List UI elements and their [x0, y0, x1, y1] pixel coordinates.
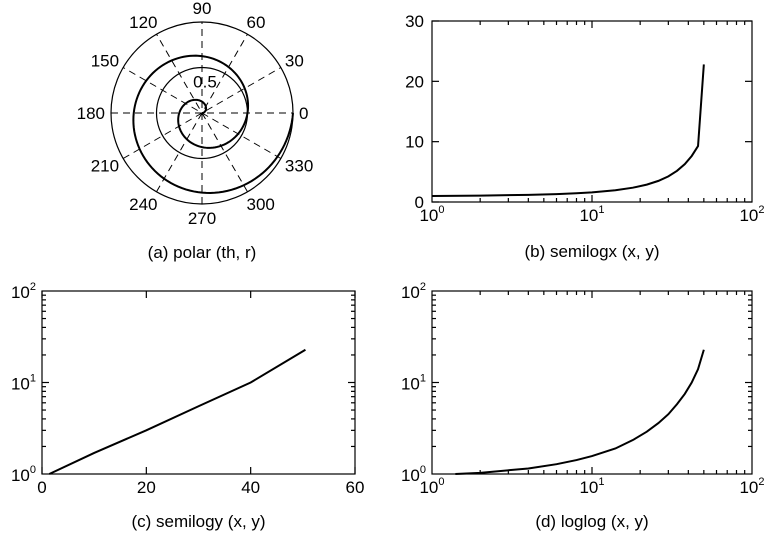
- angle-label: 60: [247, 13, 266, 32]
- x-tick-label-exponent: 1: [598, 476, 604, 488]
- x-tick-label-exponent: 0: [438, 204, 444, 216]
- caption-a: (a) polar (th, r): [148, 243, 257, 262]
- caption: (b) semilogx (x, y): [524, 242, 659, 261]
- angle-label: 120: [129, 13, 157, 32]
- y-tick-label: 102: [401, 281, 426, 302]
- x-tick-label: 0: [37, 478, 46, 497]
- x-tick-label: 100: [419, 476, 444, 497]
- x-tick-label: 102: [739, 204, 764, 225]
- x-tick-label: 101: [579, 204, 604, 225]
- angle-label: 300: [247, 195, 275, 214]
- x-tick-label-exponent: 0: [438, 476, 444, 488]
- y-tick-label: 101: [401, 373, 426, 394]
- y-tick-label-exponent: 2: [30, 281, 36, 293]
- series-line: [455, 349, 705, 475]
- y-tick-label-exponent: 0: [30, 464, 36, 476]
- series-line: [431, 64, 705, 197]
- plot-frame: [431, 290, 753, 475]
- angle-label: 210: [91, 157, 119, 176]
- y-tick-label: 20: [405, 72, 424, 91]
- angle-label: 150: [91, 52, 119, 71]
- angle-label: 240: [129, 195, 157, 214]
- x-tick-label: 40: [241, 478, 260, 497]
- x-tick-label: 101: [579, 476, 604, 497]
- y-tick-label: 101: [11, 373, 36, 394]
- y-tick-label: 100: [11, 464, 36, 485]
- y-tick-label-exponent: 2: [420, 281, 426, 293]
- angle-label: 90: [193, 0, 212, 18]
- x-tick-label: 60: [346, 478, 365, 497]
- polar-panel: 0 30 60 90 120 150 180 210 240 270 300 330 0.5 (a) po…: [77, 0, 314, 262]
- series-line: [48, 348, 306, 475]
- y-tick-label: 30: [405, 12, 424, 31]
- angle-label: 330: [285, 157, 313, 176]
- y-tick-label-exponent: 1: [30, 373, 36, 385]
- angle-label: 30: [285, 52, 304, 71]
- y-tick-label: 102: [11, 281, 36, 302]
- x-tick-label-exponent: 2: [758, 204, 764, 216]
- x-tick-label: 100: [419, 204, 444, 225]
- radius-label: 0.5: [193, 73, 217, 92]
- y-tick-label: 100: [401, 464, 426, 485]
- angle-label: 180: [77, 104, 105, 123]
- caption: (d) loglog (x, y): [535, 512, 648, 531]
- x-tick-label-exponent: 2: [758, 476, 764, 488]
- y-tick-label-exponent: 1: [420, 373, 426, 385]
- angle-label: 0: [299, 104, 308, 123]
- x-tick-label-exponent: 1: [598, 204, 604, 216]
- spiral-curve: [132, 54, 294, 194]
- plot-frame: [431, 20, 753, 203]
- x-tick-label: 102: [739, 476, 764, 497]
- x-tick-label: 20: [137, 478, 156, 497]
- caption: (c) semilogy (x, y): [131, 512, 265, 531]
- y-tick-label: 10: [405, 133, 424, 152]
- plot-frame: [41, 290, 356, 475]
- y-tick-label: 0: [415, 193, 424, 212]
- y-tick-label-exponent: 0: [420, 464, 426, 476]
- angle-label: 270: [188, 209, 216, 228]
